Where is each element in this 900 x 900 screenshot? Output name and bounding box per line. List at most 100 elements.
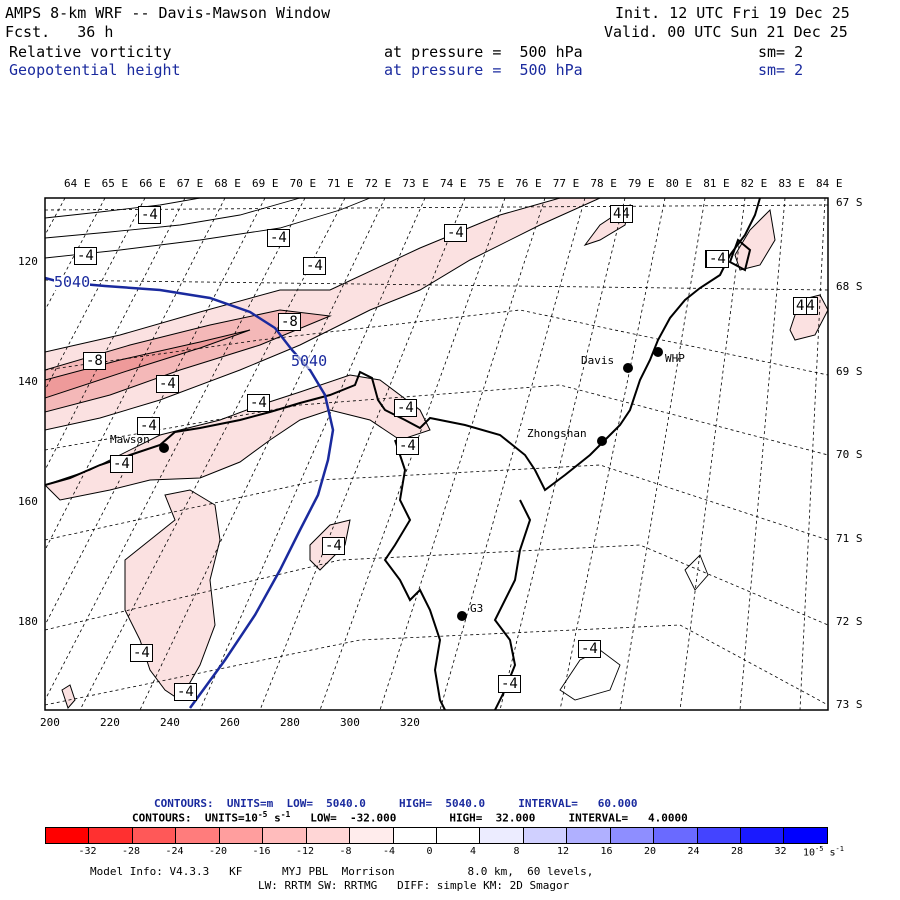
colorbar-tick: 32 <box>774 846 787 857</box>
top-lon-label: 74 E <box>440 177 467 190</box>
top-lon-label: 68 E <box>214 177 241 190</box>
left-y-label: 160 <box>18 495 38 508</box>
left-y-label: 140 <box>18 375 38 388</box>
vorticity-label: 4 <box>793 297 808 315</box>
colorbar-cell <box>263 828 307 843</box>
top-lon-label: 72 E <box>364 177 392 190</box>
colorbar-tick: 0 <box>426 846 433 857</box>
top-lon-label: 76 E <box>515 177 542 190</box>
colorbar-tick: -12 <box>296 846 315 857</box>
vorticity-label: -4 <box>396 437 419 455</box>
colorbar-cell <box>132 828 177 843</box>
colorbar-tick: -24 <box>165 846 184 857</box>
lat-lon-grid <box>45 198 828 710</box>
top-lon-label: 64 E <box>64 177 91 190</box>
map-frame <box>44 197 829 711</box>
colorbar-cell <box>697 828 741 843</box>
valid-time: Valid. 00 UTC Sun 21 Dec 25 <box>604 23 848 41</box>
label-zhongshan: Zhongshan <box>527 427 587 440</box>
vorticity-label: -8 <box>83 352 106 370</box>
mawson-marker <box>159 443 169 453</box>
colorbar-cell <box>567 828 611 843</box>
field1-name: Relative vorticity <box>9 43 172 61</box>
top-lon-label: 65 E <box>101 177 129 190</box>
bottom-x-label: 260 <box>220 716 240 729</box>
vorticity-label: -4 <box>578 640 601 658</box>
colorbar-tick: -32 <box>78 846 97 857</box>
colorbar-cell <box>350 828 394 843</box>
forecast-hour: Fcst. 36 h <box>5 23 114 41</box>
right-lat-label: 67 S <box>836 196 863 209</box>
colorbar-tick: -16 <box>252 846 271 857</box>
label-g3: G3 <box>470 602 484 615</box>
colorbar-cell <box>480 828 524 843</box>
davis-marker <box>623 363 633 373</box>
right-lat-label: 71 S <box>836 532 863 545</box>
right-lat-label: 68 S <box>836 280 863 293</box>
vorticity-label: -4 <box>156 375 179 393</box>
vorticity-label: -4 <box>110 455 133 473</box>
top-lon-label: 80 E <box>665 177 693 190</box>
top-lon-label: 73 E <box>402 177 429 190</box>
vorticity-label: -4 <box>706 250 729 268</box>
label-whp: WHP <box>665 352 685 365</box>
colorbar-cell <box>89 828 133 843</box>
colorbar <box>45 827 828 844</box>
left-y-label: 180 <box>18 615 38 628</box>
bottom-x-label: 240 <box>160 716 180 729</box>
colorbar-cell <box>46 828 90 843</box>
top-lon-label: 67 E <box>176 177 204 190</box>
colorbar-tick: 12 <box>557 846 570 857</box>
plot-title: AMPS 8-km WRF -- Davis-Mawson Window <box>5 4 331 22</box>
height-label-5040-b: 5040 <box>291 352 328 370</box>
vorticity-label: -4 <box>394 399 417 417</box>
label-mawson: Mawson <box>110 433 150 446</box>
top-lon-label: 75 E <box>477 177 505 190</box>
top-lon-label: 83 E <box>778 177 805 190</box>
vorticity-label: -4 <box>303 257 326 275</box>
bottom-x-label: 280 <box>280 716 300 729</box>
colorbar-unit: 10-5 s-1 <box>803 845 844 859</box>
colorbar-cell <box>393 828 437 843</box>
top-lon-label: 70 E <box>289 177 317 190</box>
colorbar-tick: 8 <box>513 846 520 857</box>
vorticity-label: -4 <box>498 675 521 693</box>
field1-level: at pressure = 500 hPa <box>384 43 583 61</box>
vorticity-shading <box>45 198 828 709</box>
field2-smoothing: sm= 2 <box>758 61 804 79</box>
right-lat-label: 69 S <box>836 365 863 378</box>
bottom-x-label: 220 <box>100 716 120 729</box>
colorbar-tick: -4 <box>383 846 396 857</box>
top-lon-label: 78 E <box>590 177 617 190</box>
height-contour-5040 <box>45 276 335 709</box>
colorbar-tick: 20 <box>644 846 657 857</box>
model-info-line2: LW: RRTM SW: RRTMG DIFF: simple KM: 2D S… <box>258 879 570 892</box>
vorticity-label: -4 <box>138 206 161 224</box>
top-lon-label: 69 E <box>252 177 279 190</box>
colorbar-cell <box>523 828 568 843</box>
top-lon-label: 84 E <box>816 177 843 190</box>
colorbar-tick: -8 <box>339 846 352 857</box>
colorbar-cell <box>784 828 827 843</box>
model-info-line1: Model Info: V4.3.3 KF MYJ PBL Morrison 8… <box>90 865 594 878</box>
bottom-x-label: 200 <box>40 716 60 729</box>
colorbar-tick: 24 <box>687 846 700 857</box>
right-lat-label: 73 S <box>836 698 863 711</box>
zero-contours <box>45 198 709 701</box>
zhongshan-marker <box>597 436 607 446</box>
top-lon-label: 79 E <box>628 177 655 190</box>
vorticity-label: 4 <box>610 205 625 223</box>
right-lat-label: 70 S <box>836 448 863 461</box>
station-markers <box>159 347 663 621</box>
colorbar-cell <box>436 828 481 843</box>
top-lon-label: 81 E <box>703 177 730 190</box>
vorticity-label: -4 <box>137 417 160 435</box>
field2-name: Geopotential height <box>9 61 181 79</box>
bottom-x-label: 320 <box>400 716 420 729</box>
colorbar-cell <box>741 828 785 843</box>
colorbar-cell <box>219 828 264 843</box>
top-lon-label: 82 E <box>740 177 768 190</box>
right-lat-label: 72 S <box>836 615 863 628</box>
height-label-5040-a: 5040 <box>54 273 91 291</box>
